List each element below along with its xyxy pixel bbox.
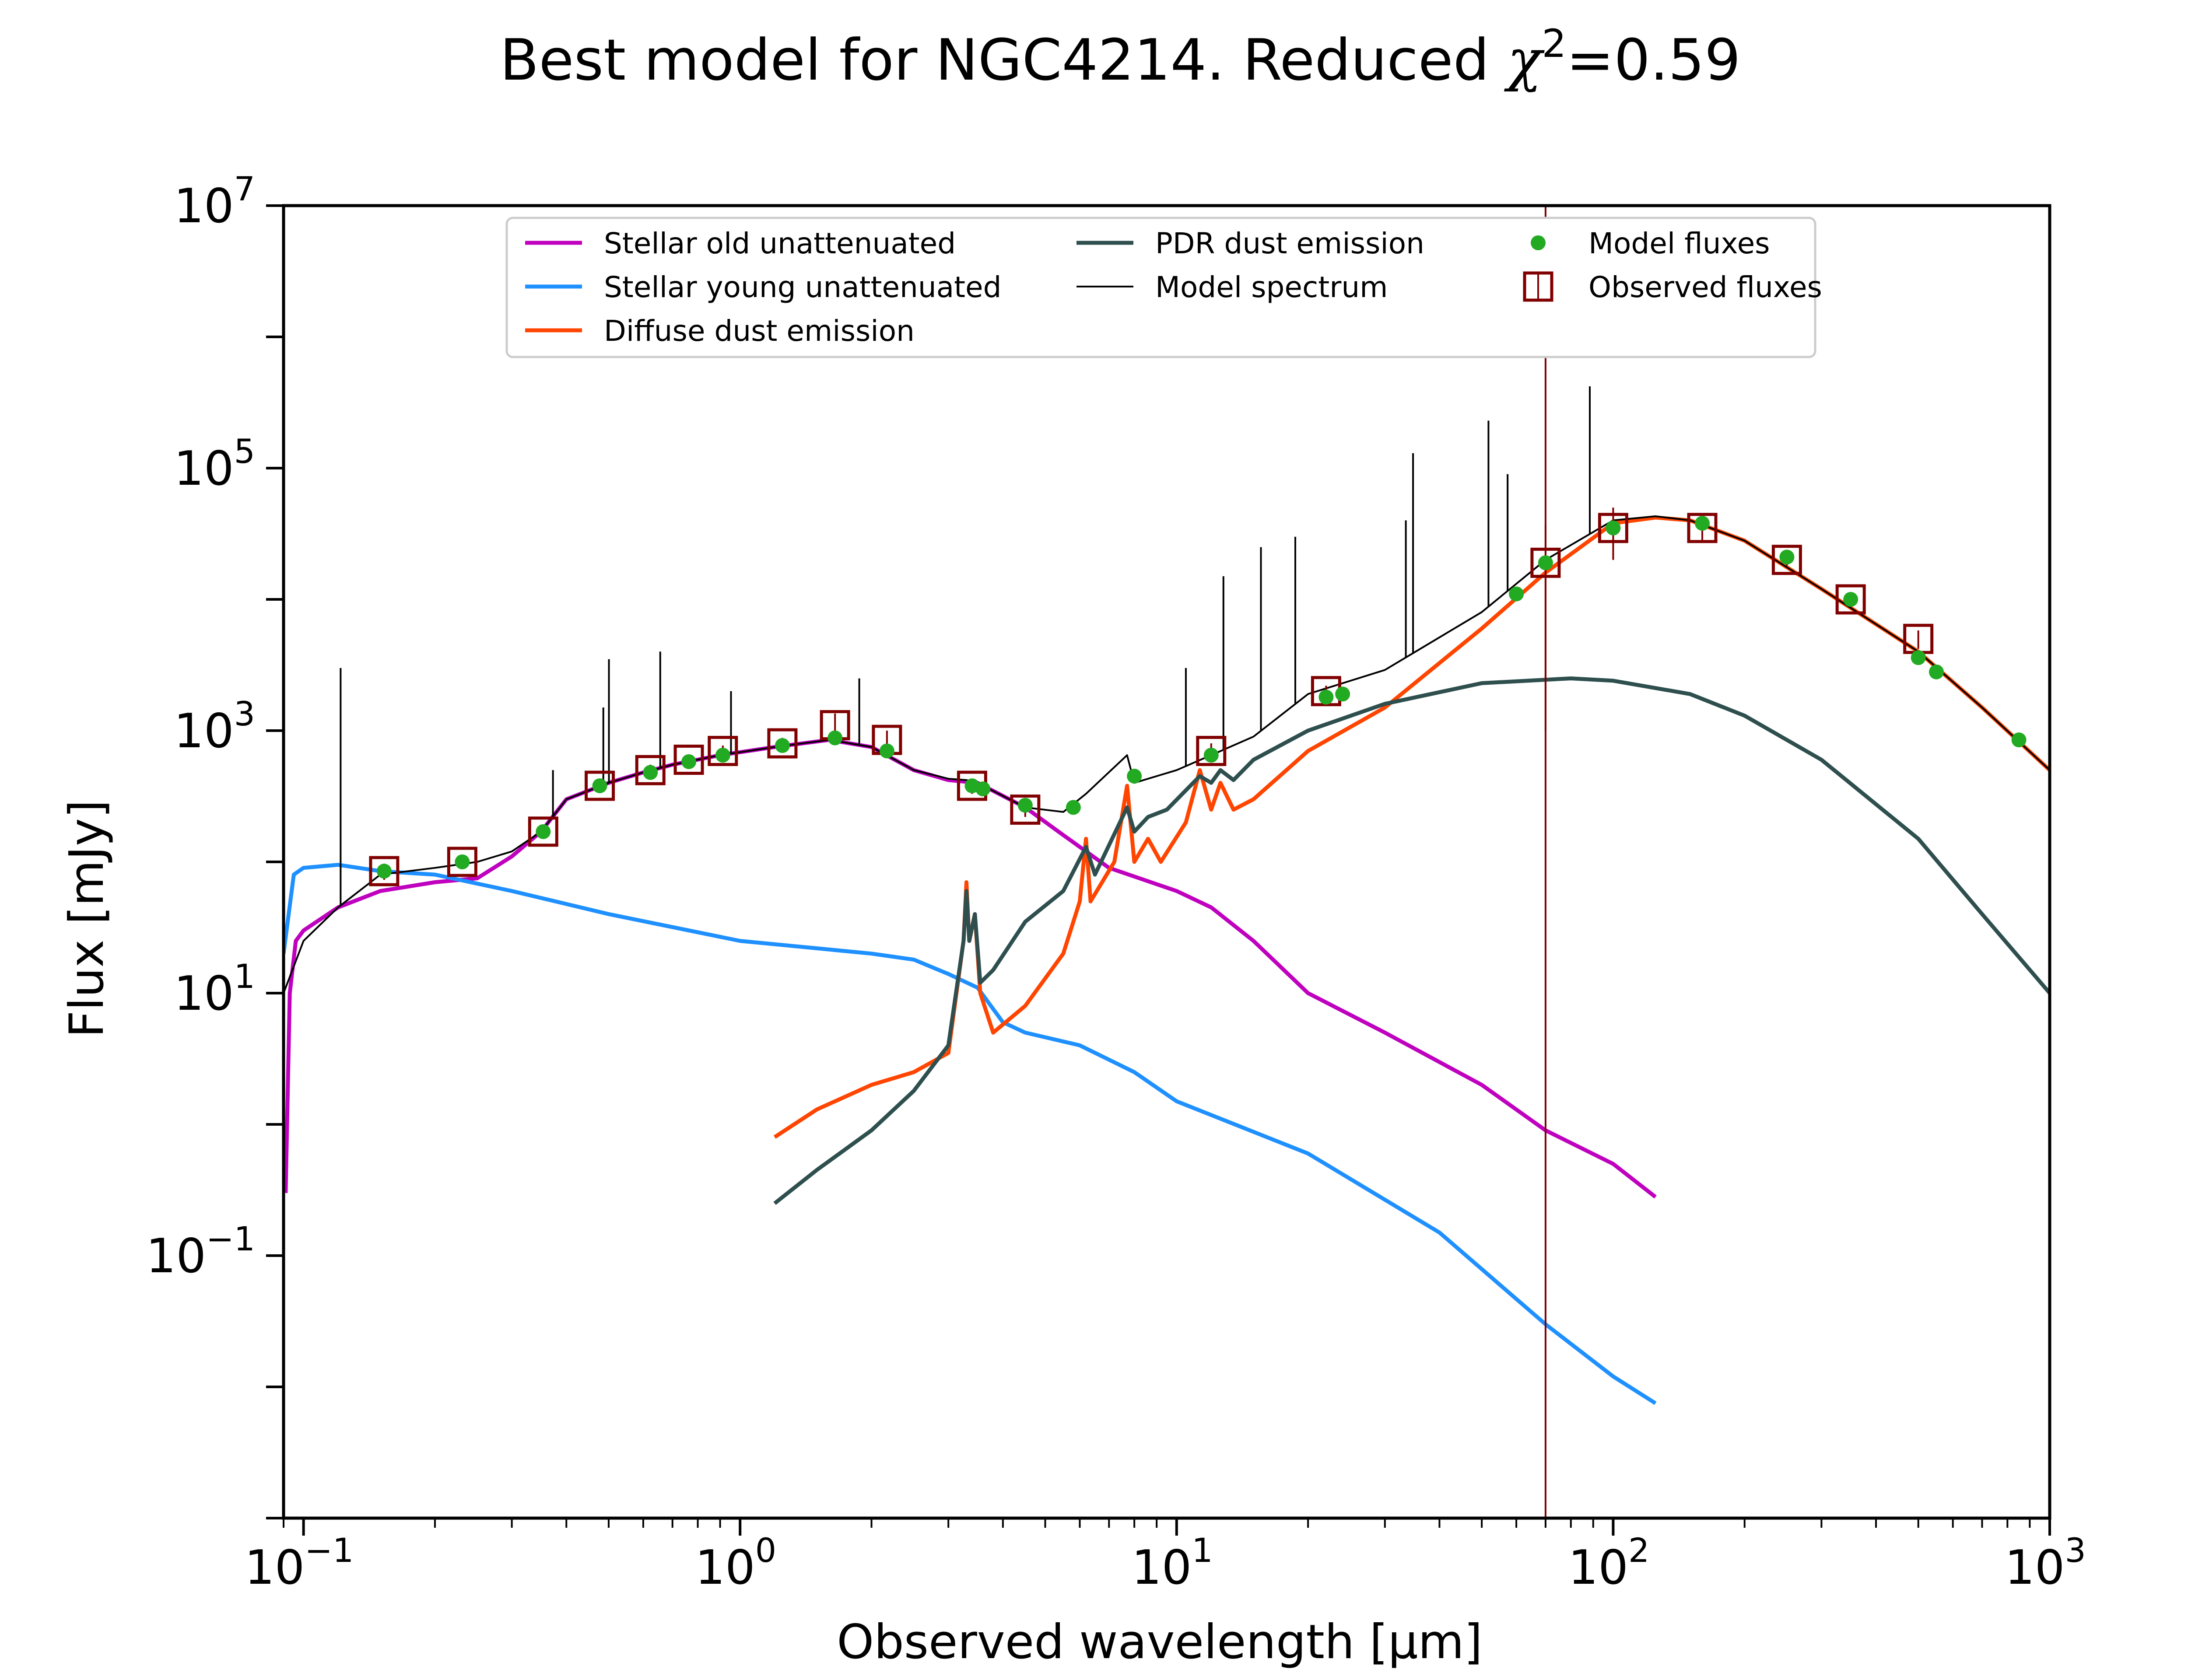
x-tick-exp: −1: [305, 1531, 354, 1570]
y-tick-exp: 5: [234, 432, 255, 471]
legend-swatch-model-fluxes: [1531, 235, 1546, 250]
model-flux-point: [1335, 686, 1350, 702]
x-axis: 10−1 100 101 102 103: [245, 1518, 2086, 1595]
legend-label: Diffuse dust emission: [604, 314, 915, 348]
model-flux-point: [455, 854, 470, 869]
y-tick-exp: 1: [234, 957, 255, 996]
x-tick-exp: 0: [755, 1531, 776, 1570]
model-flux-point: [1203, 748, 1219, 763]
legend-label: Model fluxes: [1588, 227, 1770, 260]
legend-label: PDR dust emission: [1155, 227, 1424, 260]
observed-flux-marker: [1687, 513, 1718, 543]
chart-title: Best model for NGC4214. Reduced χ2=0.59: [500, 21, 1740, 93]
x-tick-base: 10: [2005, 1540, 2065, 1595]
x-tick-base: 10: [245, 1540, 305, 1595]
y-tick-base: 10: [146, 1229, 206, 1284]
observed-flux-marker: [528, 816, 558, 847]
model-flux-point: [2011, 732, 2027, 748]
observed-flux-marker: [1835, 584, 1866, 615]
observed-flux-marker: [673, 745, 704, 775]
y-tick-exp: 7: [234, 169, 255, 208]
legend: Stellar old unattenuated Stellar young un…: [505, 217, 1822, 358]
model-flux-point: [1911, 650, 1926, 665]
series-pdr-dust-emission: [773, 676, 2050, 1205]
x-tick-base: 10: [1568, 1540, 1628, 1595]
y-tick-label: 10−1: [146, 1219, 255, 1284]
x-tick-label: 101: [1132, 1531, 1213, 1595]
observed-flux-marker: [447, 847, 477, 877]
y-tick-base: 10: [174, 966, 234, 1021]
model-flux-point: [1127, 769, 1142, 784]
y-tick-base: 10: [174, 704, 234, 759]
plot-inner: [284, 206, 2050, 1518]
legend-label: Model spectrum: [1155, 270, 1388, 304]
plot-area: [282, 204, 2051, 1520]
observed-flux-marker: [767, 728, 798, 759]
x-tick-exp: 1: [1192, 1531, 1213, 1570]
model-flux-point: [1538, 555, 1553, 570]
model-flux-point: [1606, 520, 1621, 536]
plot-frame: [282, 204, 2051, 1520]
legend-label: Stellar old unattenuated: [604, 227, 956, 260]
model-flux-point: [879, 743, 894, 759]
observed-flux-marker: [1771, 545, 1802, 575]
model-flux-point: [1929, 664, 1944, 679]
model-flux-point: [1017, 798, 1033, 813]
series-stellar-young-unattenuated: [284, 863, 1657, 1405]
observed-flux-marker: [1010, 794, 1041, 825]
model-flux-point: [536, 824, 551, 839]
x-tick-label: 10−1: [245, 1531, 354, 1595]
model-flux-point: [643, 765, 658, 780]
title-prefix: Best model for NGC4214. Reduced: [500, 27, 1507, 93]
y-tick-label: 103: [174, 694, 255, 759]
observed-flux-marker: [369, 856, 400, 886]
title-sup: 2: [1542, 21, 1566, 66]
model-flux-point: [1779, 550, 1795, 565]
x-tick-label: 102: [1568, 1531, 1650, 1595]
observed-flux-marker: [1598, 513, 1628, 543]
legend-label: Observed fluxes: [1588, 270, 1822, 304]
y-tick-base: 10: [174, 441, 234, 496]
model-flux-point: [1843, 592, 1858, 607]
y-tick-exp: 3: [234, 694, 255, 733]
observed-flux-marker: [585, 770, 615, 801]
x-tick-exp: 3: [2065, 1531, 2086, 1570]
observed-flux-marker: [708, 735, 738, 766]
y-tick-label: 107: [174, 169, 255, 234]
model-flux-point: [1066, 800, 1081, 815]
model-flux-point: [592, 778, 607, 794]
series-stellar-old-unattenuated: [284, 738, 1657, 1199]
legend-label: Stellar young unattenuated: [604, 270, 1002, 304]
y-tick-label: 101: [174, 957, 255, 1021]
model-flux-point: [376, 864, 392, 879]
y-tick-exp: −1: [206, 1219, 255, 1258]
model-flux-point: [975, 781, 991, 797]
y-axis-label: Flux [mJy]: [60, 800, 114, 1038]
title-chi: χ: [1504, 27, 1545, 93]
observed-flux-marker: [635, 755, 666, 785]
model-flux-point: [1509, 586, 1524, 602]
model-flux-point: [828, 730, 843, 746]
observed-flux-marker: [1196, 735, 1227, 766]
series-model-spectrum: [284, 515, 2050, 994]
title-suffix: =0.59: [1566, 27, 1740, 93]
x-axis-label: Observed wavelength [μm]: [837, 1615, 1483, 1670]
model-flux-point: [775, 738, 790, 753]
model-flux-point: [681, 754, 697, 769]
model-flux-point: [1318, 690, 1334, 705]
observed-flux-marker: [1530, 547, 1561, 578]
y-tick-label: 105: [174, 432, 255, 496]
x-tick-base: 10: [1132, 1540, 1192, 1595]
model-flux-point: [715, 748, 730, 763]
x-tick-label: 103: [2005, 1531, 2086, 1595]
x-tick-base: 10: [695, 1540, 755, 1595]
x-tick-exp: 2: [1628, 1531, 1649, 1570]
model-flux-point: [1695, 516, 1710, 531]
legend-box: [505, 217, 1816, 358]
y-tick-base: 10: [174, 179, 234, 234]
x-tick-label: 100: [695, 1531, 776, 1595]
